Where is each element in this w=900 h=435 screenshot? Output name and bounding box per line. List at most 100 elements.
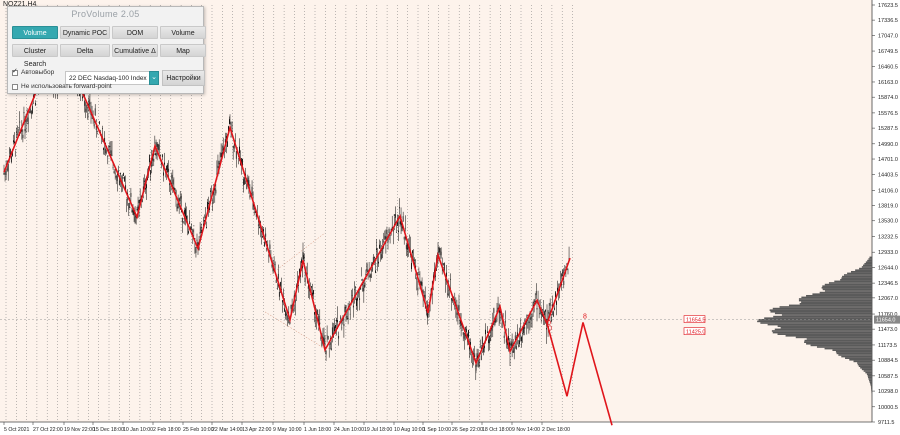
- time-tick-label: 2 Feb 18:00: [153, 427, 181, 433]
- price-tick-label: 11173.5: [878, 343, 897, 349]
- price-candle-body: [158, 144, 160, 151]
- price-candle-body: [373, 256, 375, 259]
- price-candle-body: [326, 335, 328, 336]
- price-candle-body: [137, 205, 139, 211]
- volume-profile-bar: [824, 283, 872, 286]
- price-candle-body: [170, 192, 172, 195]
- price-candle-body: [420, 281, 422, 285]
- price-candle-body: [318, 315, 320, 324]
- price-candle-body: [531, 315, 533, 317]
- price-tick-label: 10298.0: [878, 389, 898, 395]
- volume-profile-bar: [842, 275, 872, 278]
- price-candle-body: [18, 127, 20, 129]
- price-candle-body: [412, 250, 413, 254]
- instrument-select[interactable]: 22 DEC Nasdaq-100 Index: [65, 71, 159, 85]
- price-candle-body: [17, 133, 19, 135]
- volume-profile-bar: [863, 370, 872, 372]
- price-candle-body: [348, 307, 350, 311]
- price-tick-label: 16163.0: [878, 80, 898, 86]
- price-candle-body: [309, 294, 311, 296]
- price-candle-body: [302, 251, 304, 260]
- price-candle-body: [227, 141, 228, 147]
- settings-button[interactable]: Настройки: [162, 70, 205, 86]
- delta-button[interactable]: Delta: [60, 44, 110, 57]
- price-candle-body: [424, 294, 426, 299]
- map-button[interactable]: Map: [160, 44, 206, 57]
- price-candle-body: [516, 332, 518, 338]
- time-tick-label: 24 Jun 10:00: [334, 427, 364, 433]
- price-candle-body: [191, 228, 193, 231]
- volume-profile-bar: [801, 296, 872, 299]
- checkbox-unchecked-icon[interactable]: [12, 83, 18, 90]
- price-candle-body: [298, 284, 299, 286]
- price-candle-body: [425, 309, 427, 312]
- volume-profile-bar: [867, 259, 872, 262]
- volume-profile-bar: [798, 299, 872, 302]
- price-candle-body: [401, 222, 403, 232]
- price-candle-body: [168, 168, 170, 172]
- price-tick-label: 12067.0: [878, 296, 898, 302]
- auto-select-checkbox[interactable]: Автовыбор: [12, 67, 54, 76]
- price-tick-label: 13232.5: [878, 234, 898, 240]
- cumulative-delta-button[interactable]: Cumulative Δ: [112, 44, 158, 57]
- volume-button[interactable]: Volume: [160, 26, 206, 39]
- volume-profile-bar: [865, 371, 872, 374]
- price-candle-body: [82, 96, 83, 99]
- price-candle-body: [563, 280, 565, 285]
- price-candle-body: [125, 185, 127, 191]
- price-candle-body: [251, 186, 253, 196]
- price-candle-body: [379, 244, 380, 249]
- price-candle-body: [264, 241, 266, 247]
- price-candle-body: [14, 141, 15, 144]
- price-candle-body: [462, 332, 464, 335]
- price-candle-body: [246, 183, 248, 190]
- volume-profile-bar: [772, 331, 872, 334]
- price-candle-body: [86, 104, 88, 109]
- volume-profile-bar: [806, 294, 872, 297]
- price-candle-body: [150, 170, 152, 175]
- price-candle-body: [164, 162, 165, 165]
- volume-profile-bar: [758, 318, 872, 321]
- price-candle-body: [25, 120, 27, 123]
- price-candle-body: [344, 306, 346, 313]
- time-tick-label: 9 Nov 14:00: [512, 427, 540, 433]
- level-label: 11425.0: [686, 330, 705, 336]
- price-tick-label: 13819.0: [878, 204, 898, 210]
- volume-profile-bar: [798, 298, 872, 300]
- price-tick-label: 15287.5: [878, 126, 898, 132]
- volume-profile-bar: [795, 336, 872, 339]
- price-candle-body: [509, 342, 510, 348]
- price-candle-body: [411, 263, 412, 269]
- volume-profile-button[interactable]: Volume Profile: [12, 26, 58, 50]
- price-candle-body: [426, 311, 428, 318]
- price-candle-body: [552, 311, 554, 317]
- price-candle-body: [361, 279, 363, 281]
- price-candle-body: [562, 269, 564, 276]
- price-candle-body: [179, 197, 181, 201]
- checkbox-checked-icon[interactable]: [12, 67, 18, 76]
- cluster-search-button[interactable]: Cluster Search: [12, 44, 58, 68]
- volume-profile-bar: [863, 264, 872, 267]
- volume-profile-bar: [868, 376, 872, 379]
- price-candle-body: [280, 281, 281, 287]
- dynamic-poc-button[interactable]: Dynamic POC: [60, 26, 110, 39]
- current-price-box: [874, 315, 900, 324]
- price-candle-body: [15, 149, 16, 150]
- price-tick-label: 17336.5: [878, 18, 898, 24]
- price-candle-body: [169, 182, 171, 186]
- price-tick-label: 10587.5: [878, 374, 898, 380]
- price-candle-body: [550, 317, 552, 323]
- price-candle-body: [114, 173, 116, 175]
- price-candle-body: [511, 341, 513, 348]
- dom-button[interactable]: DOM: [112, 26, 158, 39]
- volume-profile-bar: [868, 378, 872, 380]
- price-candle-body: [167, 164, 168, 173]
- price-candle-body: [141, 198, 143, 203]
- zigzag-marker: 8: [583, 313, 587, 320]
- price-candle-body: [415, 265, 417, 267]
- volume-profile-bar: [841, 277, 872, 279]
- price-candle-body: [104, 137, 106, 145]
- forward-point-checkbox[interactable]: Не использовать forward-point: [12, 83, 112, 90]
- price-candle-body: [555, 291, 556, 298]
- chevron-down-icon[interactable]: ⌄: [149, 71, 159, 85]
